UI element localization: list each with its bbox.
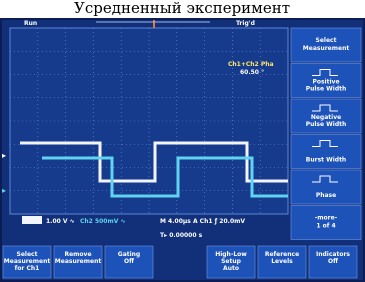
- bottom-label: Levels: [271, 258, 293, 265]
- bottom-label: Reference: [265, 251, 299, 258]
- readout-label: Ch1+Ch2 Pha: [228, 61, 274, 68]
- trigger-status: Trig'd: [236, 20, 255, 27]
- readout-value: 60.50 °: [240, 69, 264, 76]
- bottom-label: Measurement: [55, 258, 102, 265]
- side-label: Positive: [312, 79, 339, 86]
- ch1-scale: 1.00 V ∿: [46, 218, 75, 225]
- bottom-label: for Ch1: [15, 265, 40, 272]
- bottom-label: Off: [124, 258, 134, 265]
- side-label: -more-: [315, 215, 338, 222]
- bottom-label: Setup: [221, 258, 242, 265]
- bottom-label: Indicators: [316, 251, 350, 258]
- bottom-label: Remove: [64, 251, 91, 258]
- bottom-label: Select: [17, 251, 38, 258]
- bottom-label: High-Low: [215, 251, 247, 258]
- side-label: Negative: [311, 114, 341, 121]
- caption: Усредненный эксперимент: [74, 0, 290, 17]
- ch2-scale: Ch2 500mV ∿: [80, 218, 125, 225]
- side-label: Select: [316, 37, 337, 44]
- ch1-badge: [22, 216, 42, 224]
- side-label: Pulse Width: [306, 121, 347, 128]
- bottom-label: Measurement: [4, 258, 51, 265]
- side-label: Phase: [316, 192, 336, 199]
- ch1-marker: ▸: [2, 151, 6, 160]
- bottom-label: Auto: [223, 265, 239, 272]
- oscilloscope-photo: Усредненный эксперимент Run Trig'd Ch1+C…: [0, 0, 365, 282]
- side-label: Pulse Width: [306, 86, 347, 93]
- side-label: Burst Width: [306, 157, 346, 164]
- ch2-marker: ▸: [2, 186, 6, 195]
- time-scale: M 4.00µs A Ch1 ƒ 20.0mV: [160, 218, 245, 225]
- position: T▸ 0.00000 s: [160, 232, 203, 239]
- bottom-label: Gating: [118, 251, 140, 258]
- side-label: Measurement: [303, 45, 350, 52]
- run-status: Run: [24, 20, 37, 27]
- side-label: 1 of 4: [316, 223, 335, 230]
- bottom-label: Off: [328, 258, 338, 265]
